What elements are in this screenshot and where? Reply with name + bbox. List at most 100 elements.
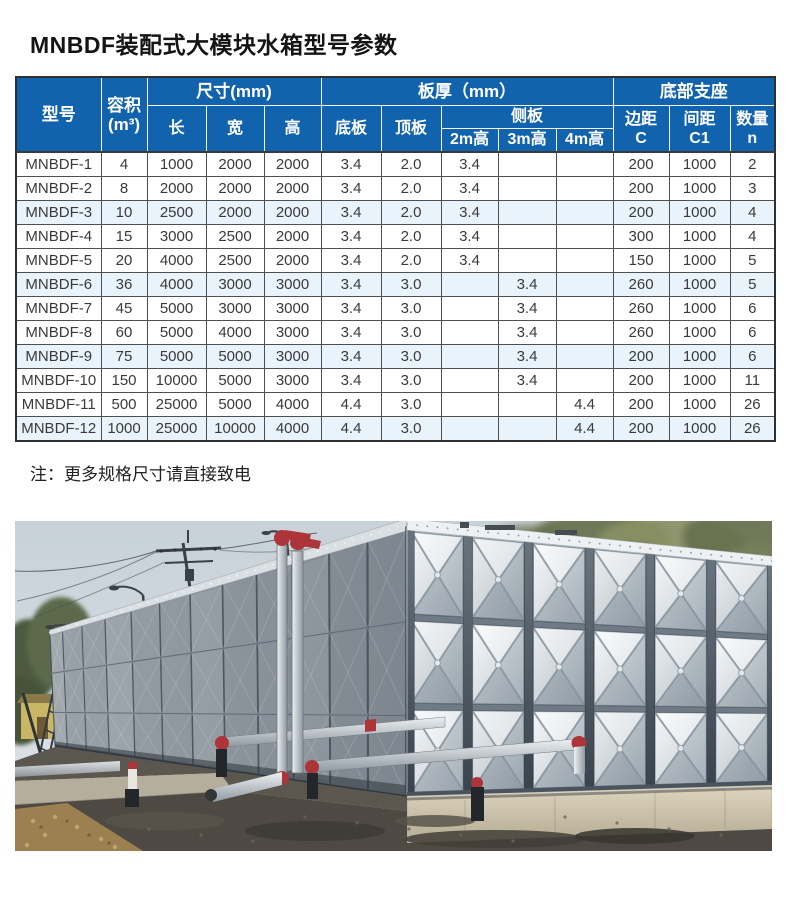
table-cell: 10 (100, 200, 148, 225)
table-cell: 3 (729, 176, 776, 201)
table-cell: 3.4 (440, 176, 499, 201)
table-cell (497, 200, 557, 225)
table-cell: 20 (100, 248, 148, 273)
table-cell: 1000 (668, 224, 731, 249)
table-cell: 1000 (668, 392, 731, 417)
table-cell: 200 (612, 200, 670, 225)
table-cell: 5000 (205, 368, 265, 393)
table-cell: MNBDF-2 (15, 176, 102, 201)
table-cell: MNBDF-4 (15, 224, 102, 249)
table-cell (555, 344, 614, 369)
table-cell (440, 272, 499, 297)
table-cell (555, 224, 614, 249)
table-row: MNBDF-1 4 1000 2000 2000 3.4 2.0 3.4 200 1000 2 (15, 151, 776, 177)
col-header-bottom-plate: 底板 (320, 105, 382, 153)
page-title: MNBDF装配式大模块水箱型号参数 (30, 32, 398, 58)
table-cell (497, 151, 557, 177)
table-cell: 1000 (146, 151, 207, 177)
table-row: MNBDF-7 45 5000 3000 3000 3.4 3.0 3.4 260 1000 6 (15, 296, 776, 321)
table-cell: MNBDF-3 (15, 200, 102, 225)
table-cell (555, 248, 614, 273)
spec-table: 型号 容积 (m³) 尺寸(mm) 板厚（mm） 底部支座 长 宽 高 底板 顶… (15, 76, 777, 442)
table-row: MNBDF-10 150 10000 5000 3000 3.4 3.0 3.4 200 1000… (15, 368, 776, 393)
table-cell: 3.4 (497, 344, 557, 369)
table-cell: 1000 (668, 416, 731, 442)
table-cell: 150 (612, 248, 670, 273)
col-header-4m: 4m高 (555, 128, 614, 153)
table-cell: 3.4 (440, 248, 499, 273)
table-cell (497, 248, 557, 273)
table-cell: 2500 (205, 248, 265, 273)
table-row: MNBDF-11 500 25000 5000 4000 4.4 3.0 4.4 200 1000… (15, 392, 776, 417)
table-row: MNBDF-6 36 4000 3000 3000 3.4 3.0 3.4 260 1000 5 (15, 272, 776, 297)
table-cell: 3.0 (380, 368, 442, 393)
table-cell: 2000 (205, 176, 265, 201)
table-cell (555, 151, 614, 177)
table-row: MNBDF-12 1000 25000 10000 4000 4.4 3.0 4.4 200 10… (15, 416, 776, 442)
table-cell (497, 416, 557, 442)
table-cell: 4.4 (555, 392, 614, 417)
table-cell: 3.0 (380, 272, 442, 297)
table-cell: 2000 (263, 224, 322, 249)
table-cell: 3.4 (440, 200, 499, 225)
table-cell: 2000 (263, 200, 322, 225)
table-cell: 3.4 (320, 248, 382, 273)
table-cell: 3.0 (380, 296, 442, 321)
table-cell: 4.4 (555, 416, 614, 442)
tank-left-face (49, 518, 408, 799)
table-cell: 5000 (146, 296, 207, 321)
table-cell: 25000 (146, 392, 207, 417)
table-cell: 260 (612, 296, 670, 321)
table-cell: 75 (100, 344, 148, 369)
table-cell: 2000 (146, 176, 207, 201)
table-cell: 200 (612, 176, 670, 201)
spec-table-header: 型号 容积 (m³) 尺寸(mm) 板厚（mm） 底部支座 长 宽 高 底板 顶… (15, 76, 776, 153)
table-cell: 10000 (146, 368, 207, 393)
table-cell: 15 (100, 224, 148, 249)
table-cell (440, 296, 499, 321)
table-cell: 200 (612, 151, 670, 177)
concrete-base (54, 744, 773, 845)
table-cell: 1000 (668, 344, 731, 369)
col-header-capacity: 容积 (m³) (100, 76, 148, 153)
table-cell (497, 224, 557, 249)
table-cell: MNBDF-10 (15, 368, 102, 393)
table-cell: 2500 (146, 200, 207, 225)
table-cell: 1000 (668, 200, 731, 225)
table-cell: MNBDF-11 (15, 392, 102, 417)
table-cell: MNBDF-12 (15, 416, 102, 442)
table-cell (440, 416, 499, 442)
table-cell: 1000 (668, 176, 731, 201)
table-cell: 4 (729, 200, 776, 225)
col-header-width: 宽 (205, 105, 265, 153)
table-cell: MNBDF-6 (15, 272, 102, 297)
table-cell: 10000 (205, 416, 265, 442)
col-header-edge-c: 边距 C (612, 105, 670, 153)
col-group-size: 尺寸(mm) (146, 76, 322, 106)
table-cell (440, 392, 499, 417)
table-cell: MNBDF-7 (15, 296, 102, 321)
table-cell (497, 176, 557, 201)
col-group-side-plate: 侧板 (440, 105, 614, 129)
table-cell: 4000 (205, 320, 265, 345)
footnote: 注：更多规格尺寸请直接致电 (30, 465, 251, 484)
table-cell: 4000 (146, 248, 207, 273)
table-cell: 60 (100, 320, 148, 345)
dirt-mound (15, 803, 143, 851)
table-cell: 3.4 (320, 344, 382, 369)
table-cell: 6 (729, 344, 776, 369)
table-cell: 3.0 (380, 392, 442, 417)
table-cell: 4.4 (320, 416, 382, 442)
table-row: MNBDF-2 8 2000 2000 2000 3.4 2.0 3.4 200 1000 3 (15, 176, 776, 201)
table-cell: 3.4 (440, 224, 499, 249)
table-cell: MNBDF-8 (15, 320, 102, 345)
table-cell: 3.4 (320, 151, 382, 177)
table-cell: 4000 (263, 416, 322, 442)
table-cell: 5 (729, 272, 776, 297)
tank-front-face (405, 518, 777, 799)
table-cell: 200 (612, 368, 670, 393)
table-cell: 6 (729, 296, 776, 321)
table-row: MNBDF-3 10 2500 2000 2000 3.4 2.0 3.4 200 1000 4 (15, 200, 776, 225)
table-cell: 36 (100, 272, 148, 297)
roof-equipment (460, 522, 577, 535)
